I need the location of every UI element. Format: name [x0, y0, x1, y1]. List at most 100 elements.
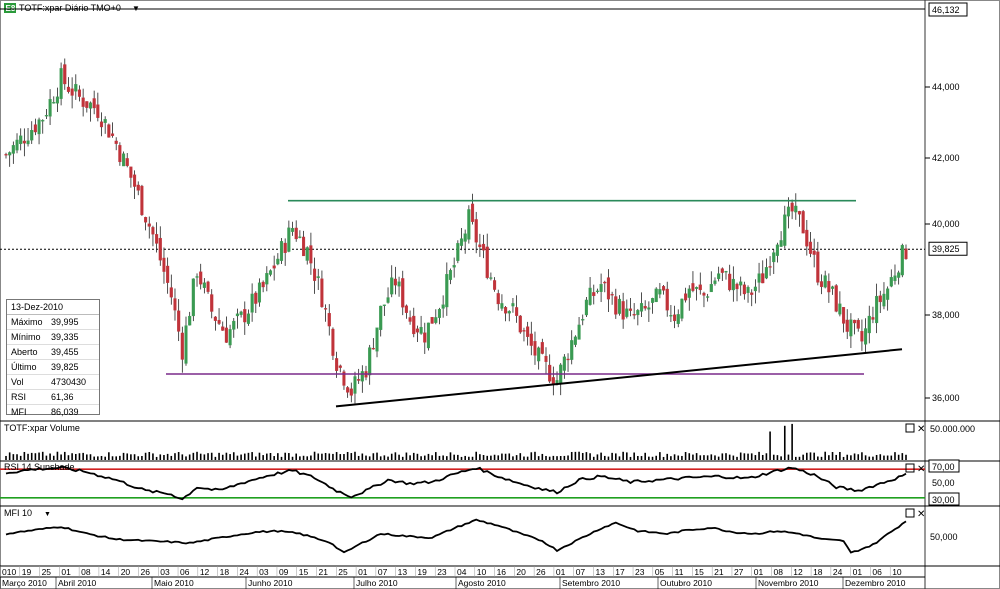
volume-bar: [357, 455, 360, 460]
candle-body: [96, 104, 100, 118]
candle-body: [316, 276, 320, 278]
candle-body: [592, 292, 596, 297]
info-value: 61,36: [51, 392, 74, 402]
volume-maximize-icon[interactable]: [905, 423, 915, 433]
x-day-label: 21: [714, 567, 724, 577]
candle-body: [548, 364, 552, 382]
candle-body: [485, 246, 489, 278]
candle-body: [507, 311, 511, 314]
candle-body: [423, 332, 427, 343]
volume-bar: [166, 453, 169, 460]
rsi-level-50: 50,00: [932, 478, 955, 488]
candle-body: [779, 240, 783, 247]
candle-body: [687, 288, 691, 298]
candle-body: [74, 84, 78, 92]
candle-body: [320, 278, 324, 308]
candle-body: [151, 227, 155, 235]
info-value: 39,825: [51, 362, 79, 372]
candle-body: [11, 145, 15, 154]
candle-body: [853, 319, 857, 324]
volume-bar: [655, 455, 658, 460]
candle-body: [691, 283, 695, 291]
volume-bar: [695, 453, 698, 460]
volume-bar: [570, 451, 573, 460]
volume-bar: [12, 454, 15, 460]
info-label: MFI: [11, 407, 27, 417]
candle-body: [360, 371, 364, 382]
candle-body: [665, 288, 669, 311]
candle-body: [823, 275, 827, 288]
candle-body: [44, 115, 48, 117]
candle-body: [81, 97, 85, 107]
rsi-line: [5, 465, 907, 501]
volume-bar: [603, 455, 606, 460]
candle-body: [404, 305, 408, 313]
volume-bar: [508, 453, 511, 460]
mfi-close-icon[interactable]: ✕: [917, 509, 925, 520]
chart-title[interactable]: TOTF:xpar Diário TMO+0: [19, 3, 121, 13]
candle-body: [654, 288, 658, 303]
volume-bar: [93, 456, 95, 460]
volume-bar: [387, 456, 389, 460]
candle-body: [599, 284, 603, 292]
volume-bar: [350, 453, 353, 460]
volume-bar: [809, 452, 812, 460]
candle-body: [257, 282, 262, 303]
candle-body: [570, 340, 574, 360]
candle-body: [786, 206, 790, 217]
candle-body: [133, 174, 137, 187]
candle-body: [904, 248, 908, 260]
candle-body: [158, 237, 162, 261]
candle-body: [426, 322, 430, 349]
candle-body: [147, 223, 151, 227]
x-day-label: 04: [457, 567, 467, 577]
candle-body: [243, 309, 247, 323]
trend-line[interactable]: [335, 348, 903, 408]
candle-body: [77, 89, 82, 97]
volume-bar: [886, 455, 889, 460]
candle-body: [489, 277, 493, 279]
volume-bar: [280, 456, 283, 460]
volume-bar: [133, 454, 136, 460]
candle-body: [221, 326, 225, 331]
candle-body: [88, 102, 93, 109]
volume-bar: [354, 451, 356, 460]
x-day-label: 03: [259, 567, 269, 577]
volume-bar: [618, 456, 621, 460]
volume-close-icon[interactable]: ✕: [917, 424, 925, 435]
volume-bar: [783, 425, 786, 460]
rsi-maximize-icon[interactable]: [905, 463, 915, 473]
info-value: 39,455: [51, 347, 79, 357]
price-tick-label: 42,000: [932, 153, 960, 163]
price-tick-label: 40,000: [932, 219, 960, 229]
x-day-label: 09: [279, 567, 289, 577]
candle-body: [206, 281, 210, 292]
volume-bar: [541, 453, 544, 460]
volume-bar: [23, 451, 26, 460]
volume-bar: [497, 455, 500, 460]
volume-bar: [457, 454, 459, 460]
candle-body: [812, 250, 816, 255]
volume-bar: [471, 456, 474, 460]
candle-body: [757, 273, 761, 283]
volume-bar: [728, 454, 731, 460]
candle-body: [22, 140, 26, 144]
candle-body: [897, 272, 901, 278]
info-date: 13-Dez-2010: [7, 300, 99, 315]
x-day-label: 12: [793, 567, 803, 577]
volume-bar: [383, 455, 386, 460]
candle-body: [368, 347, 372, 376]
candle-body: [335, 358, 339, 371]
volume-bar: [842, 456, 845, 460]
rsi-close-icon[interactable]: ✕: [917, 464, 925, 475]
candle-body: [166, 265, 170, 283]
volume-bar: [872, 456, 874, 460]
candle-body: [452, 265, 456, 268]
mfi-maximize-icon[interactable]: [905, 508, 915, 518]
info-row: RSI 61,36: [7, 390, 99, 405]
candle-body: [625, 308, 629, 317]
candle-body: [188, 315, 192, 326]
mfi-dropdown-icon[interactable]: ▼: [44, 511, 51, 518]
volume-bar: [122, 452, 125, 460]
candle-body: [467, 209, 471, 240]
